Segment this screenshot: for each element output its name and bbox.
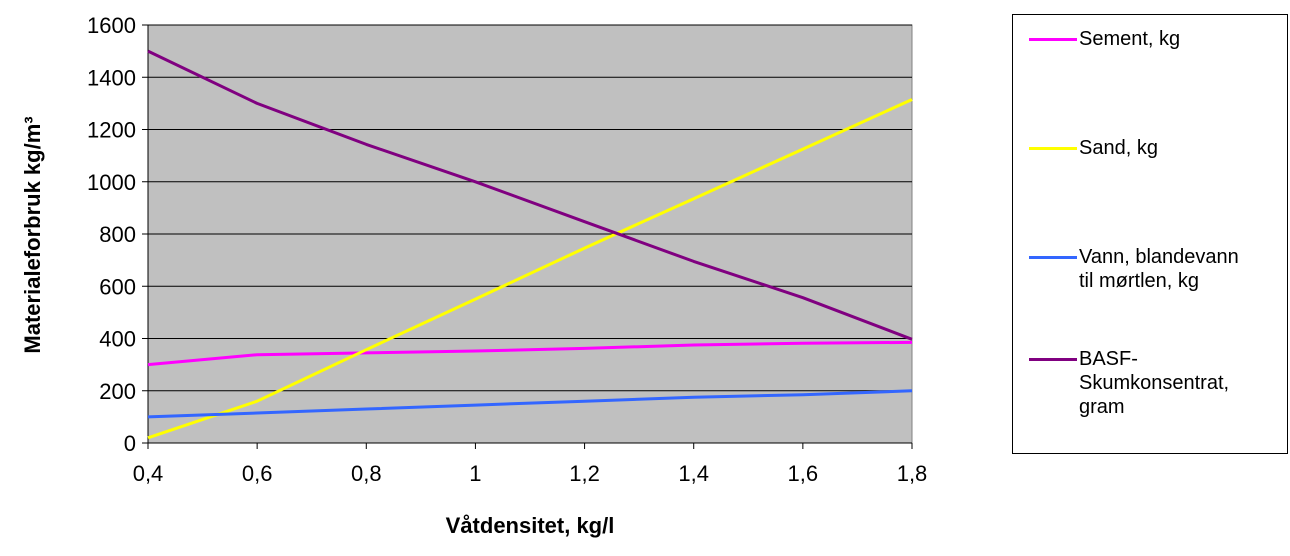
- legend: Sement, kg Sand, kg Vann, blandevann til…: [1012, 14, 1288, 454]
- legend-label-basf: BASF- Skumkonsentrat, gram: [1077, 347, 1275, 419]
- x-axis-title: Våtdensitet, kg/l: [446, 513, 615, 538]
- legend-label-line: Sement, kg: [1079, 28, 1181, 50]
- legend-label-line: BASF-: [1079, 348, 1138, 370]
- y-tick-label: 600: [99, 274, 136, 299]
- legend-label-line: Vann, blandevann: [1079, 246, 1239, 268]
- x-tick-label: 1,6: [788, 461, 819, 486]
- y-tick-label: 400: [99, 327, 136, 352]
- y-tick-label: 0: [124, 431, 136, 456]
- series-line-1: [147, 98, 913, 440]
- series-lines: [147, 49, 913, 440]
- x-tick-label: 1,2: [569, 461, 600, 486]
- y-tick-label: 1600: [87, 13, 136, 38]
- y-tick-label: 1200: [87, 118, 136, 143]
- series-line-2: [147, 389, 913, 419]
- legend-item-sand: Sand, kg: [1029, 136, 1275, 160]
- x-tick-label: 0,4: [133, 461, 164, 486]
- y-tick-labels: 0 200 400 600 800 1000 1200 1400 1600: [87, 13, 136, 456]
- x-tick-labels: 0,4 0,6 0,8 1 1,2 1,4 1,6 1,8: [133, 461, 928, 486]
- axes: [142, 24, 913, 449]
- x-tick-label: 1,8: [897, 461, 928, 486]
- legend-label-line: Skumkonsentrat,: [1079, 372, 1230, 394]
- x-tick-label: 1,4: [678, 461, 709, 486]
- gridlines: [148, 24, 912, 392]
- legend-swatch-basf: [1029, 358, 1077, 361]
- legend-label-sand: Sand, kg: [1077, 136, 1275, 160]
- legend-item-vann: Vann, blandevann til mørtlen, kg: [1029, 245, 1275, 293]
- y-tick-label: 1000: [87, 170, 136, 195]
- legend-label-line: til mørtlen, kg: [1079, 270, 1200, 292]
- legend-label-vann: Vann, blandevann til mørtlen, kg: [1077, 245, 1275, 293]
- legend-label-line: gram: [1079, 396, 1125, 418]
- legend-swatch-sand: [1029, 147, 1077, 150]
- x-tick-label: 0,8: [351, 461, 382, 486]
- series-line-3: [147, 49, 913, 341]
- legend-label-sement: Sement, kg: [1077, 27, 1275, 51]
- y-tick-label: 200: [99, 379, 136, 404]
- y-tick-label: 1400: [87, 65, 136, 90]
- legend-item-basf: BASF- Skumkonsentrat, gram: [1029, 347, 1275, 419]
- legend-item-sement: Sement, kg: [1029, 27, 1275, 51]
- y-axis-title: Materialeforbruk kg/m³: [20, 116, 45, 353]
- x-tick-label: 0,6: [242, 461, 273, 486]
- legend-swatch-vann: [1029, 256, 1077, 259]
- series-line-0: [147, 340, 913, 367]
- legend-swatch-sement: [1029, 38, 1077, 41]
- x-tick-label: 1: [469, 461, 481, 486]
- legend-label-line: Sand, kg: [1079, 137, 1158, 159]
- y-tick-label: 800: [99, 222, 136, 247]
